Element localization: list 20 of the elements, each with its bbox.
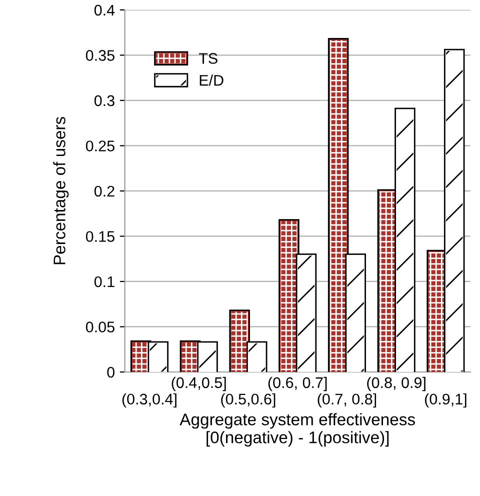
x-tick-label: (0.3,0.4] <box>122 393 176 408</box>
x-tick-label: (0.6, 0.7] <box>268 376 327 392</box>
y-tick-label: 0.3 <box>94 95 114 106</box>
x-tick-label: (0.9,1] <box>425 393 466 408</box>
y-tick-label: 0.25 <box>86 140 114 152</box>
y-tick-label: 0.35 <box>86 50 114 61</box>
y-tick-label: 0.2 <box>94 186 114 197</box>
x-axis-title: Aggregate system effectiveness [0(negative) - 1(positive)] <box>180 413 415 447</box>
x-tick-label: (0.8, 0.9] <box>367 376 426 392</box>
x-tick-label: (0.5,0.6] <box>221 393 276 408</box>
y-tick-label: 0.05 <box>86 322 114 332</box>
y-tick-label: 0.15 <box>86 231 114 242</box>
y-tick-label: 0.4 <box>94 4 115 16</box>
legend-label: E/D <box>200 74 224 86</box>
y-tick-label: 0.1 <box>94 276 114 288</box>
x-tick-label: (0.4,0.5] <box>172 376 226 392</box>
y-tick-label: 0 <box>107 366 114 378</box>
y-axis-title: Percentage of users <box>53 116 69 264</box>
x-tick-label: (0.7, 0.8] <box>318 393 376 408</box>
legend-label: TS <box>198 53 218 64</box>
